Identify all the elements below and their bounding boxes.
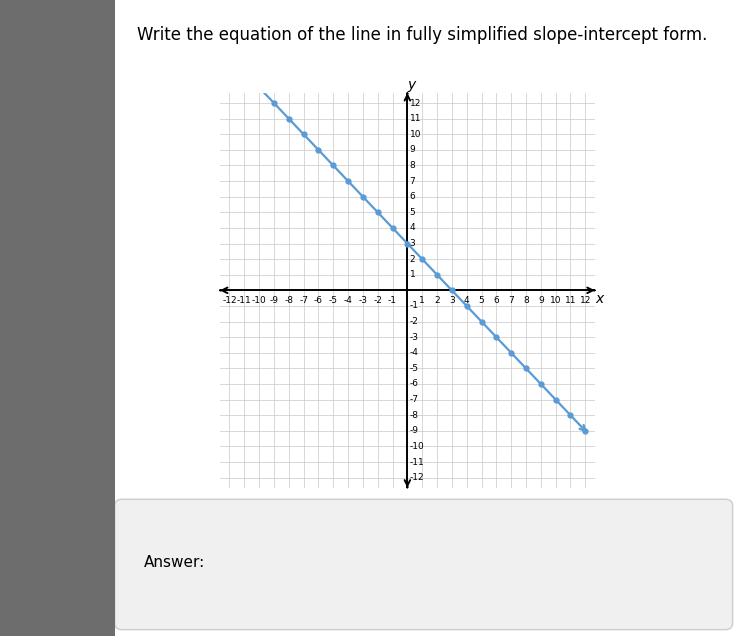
- Text: 9: 9: [410, 146, 415, 155]
- Text: 4: 4: [410, 223, 415, 232]
- Text: 1: 1: [410, 270, 415, 279]
- Text: 8: 8: [523, 296, 529, 305]
- Text: -5: -5: [329, 296, 337, 305]
- Text: -7: -7: [299, 296, 308, 305]
- Text: 10: 10: [410, 130, 421, 139]
- Text: 5: 5: [410, 208, 415, 217]
- Text: 6: 6: [494, 296, 500, 305]
- Text: -5: -5: [410, 364, 419, 373]
- Text: -12: -12: [410, 473, 424, 482]
- Text: -8: -8: [284, 296, 293, 305]
- Text: Submit Answer: Submit Answer: [514, 558, 614, 571]
- Text: x: x: [596, 292, 604, 306]
- Text: -2: -2: [410, 317, 418, 326]
- Text: -11: -11: [237, 296, 252, 305]
- Text: -1: -1: [410, 301, 419, 310]
- Text: 3: 3: [449, 296, 455, 305]
- Text: -12: -12: [222, 296, 237, 305]
- Text: -3: -3: [358, 296, 367, 305]
- Text: 9: 9: [538, 296, 544, 305]
- Text: -4: -4: [410, 349, 418, 357]
- Text: 2: 2: [410, 254, 415, 263]
- Text: -6: -6: [314, 296, 323, 305]
- Text: -9: -9: [269, 296, 278, 305]
- Text: -2: -2: [373, 296, 382, 305]
- Text: 10: 10: [550, 296, 562, 305]
- Text: Write the equation of the line in fully simplified slope-intercept form.: Write the equation of the line in fully …: [137, 26, 707, 44]
- Text: 12: 12: [579, 296, 591, 305]
- Text: -7: -7: [410, 395, 419, 404]
- Text: y: y: [407, 78, 415, 92]
- Text: -3: -3: [410, 333, 419, 342]
- Text: 2: 2: [434, 296, 440, 305]
- Text: 3: 3: [410, 239, 415, 248]
- Text: -10: -10: [410, 442, 424, 451]
- Text: -9: -9: [410, 426, 419, 435]
- Text: 12: 12: [410, 99, 421, 107]
- Text: 7: 7: [410, 177, 415, 186]
- Text: 5: 5: [479, 296, 485, 305]
- Text: 11: 11: [565, 296, 576, 305]
- Text: -10: -10: [252, 296, 266, 305]
- Text: 11: 11: [410, 114, 421, 123]
- Text: -11: -11: [410, 457, 424, 467]
- Text: Answer:: Answer:: [144, 555, 206, 570]
- Text: 7: 7: [508, 296, 514, 305]
- Text: -6: -6: [410, 380, 419, 389]
- Text: 1: 1: [420, 296, 425, 305]
- Text: 8: 8: [410, 161, 415, 170]
- Text: -8: -8: [410, 411, 419, 420]
- Text: -4: -4: [343, 296, 352, 305]
- Text: -1: -1: [388, 296, 397, 305]
- Text: 4: 4: [464, 296, 469, 305]
- Text: 6: 6: [410, 192, 415, 201]
